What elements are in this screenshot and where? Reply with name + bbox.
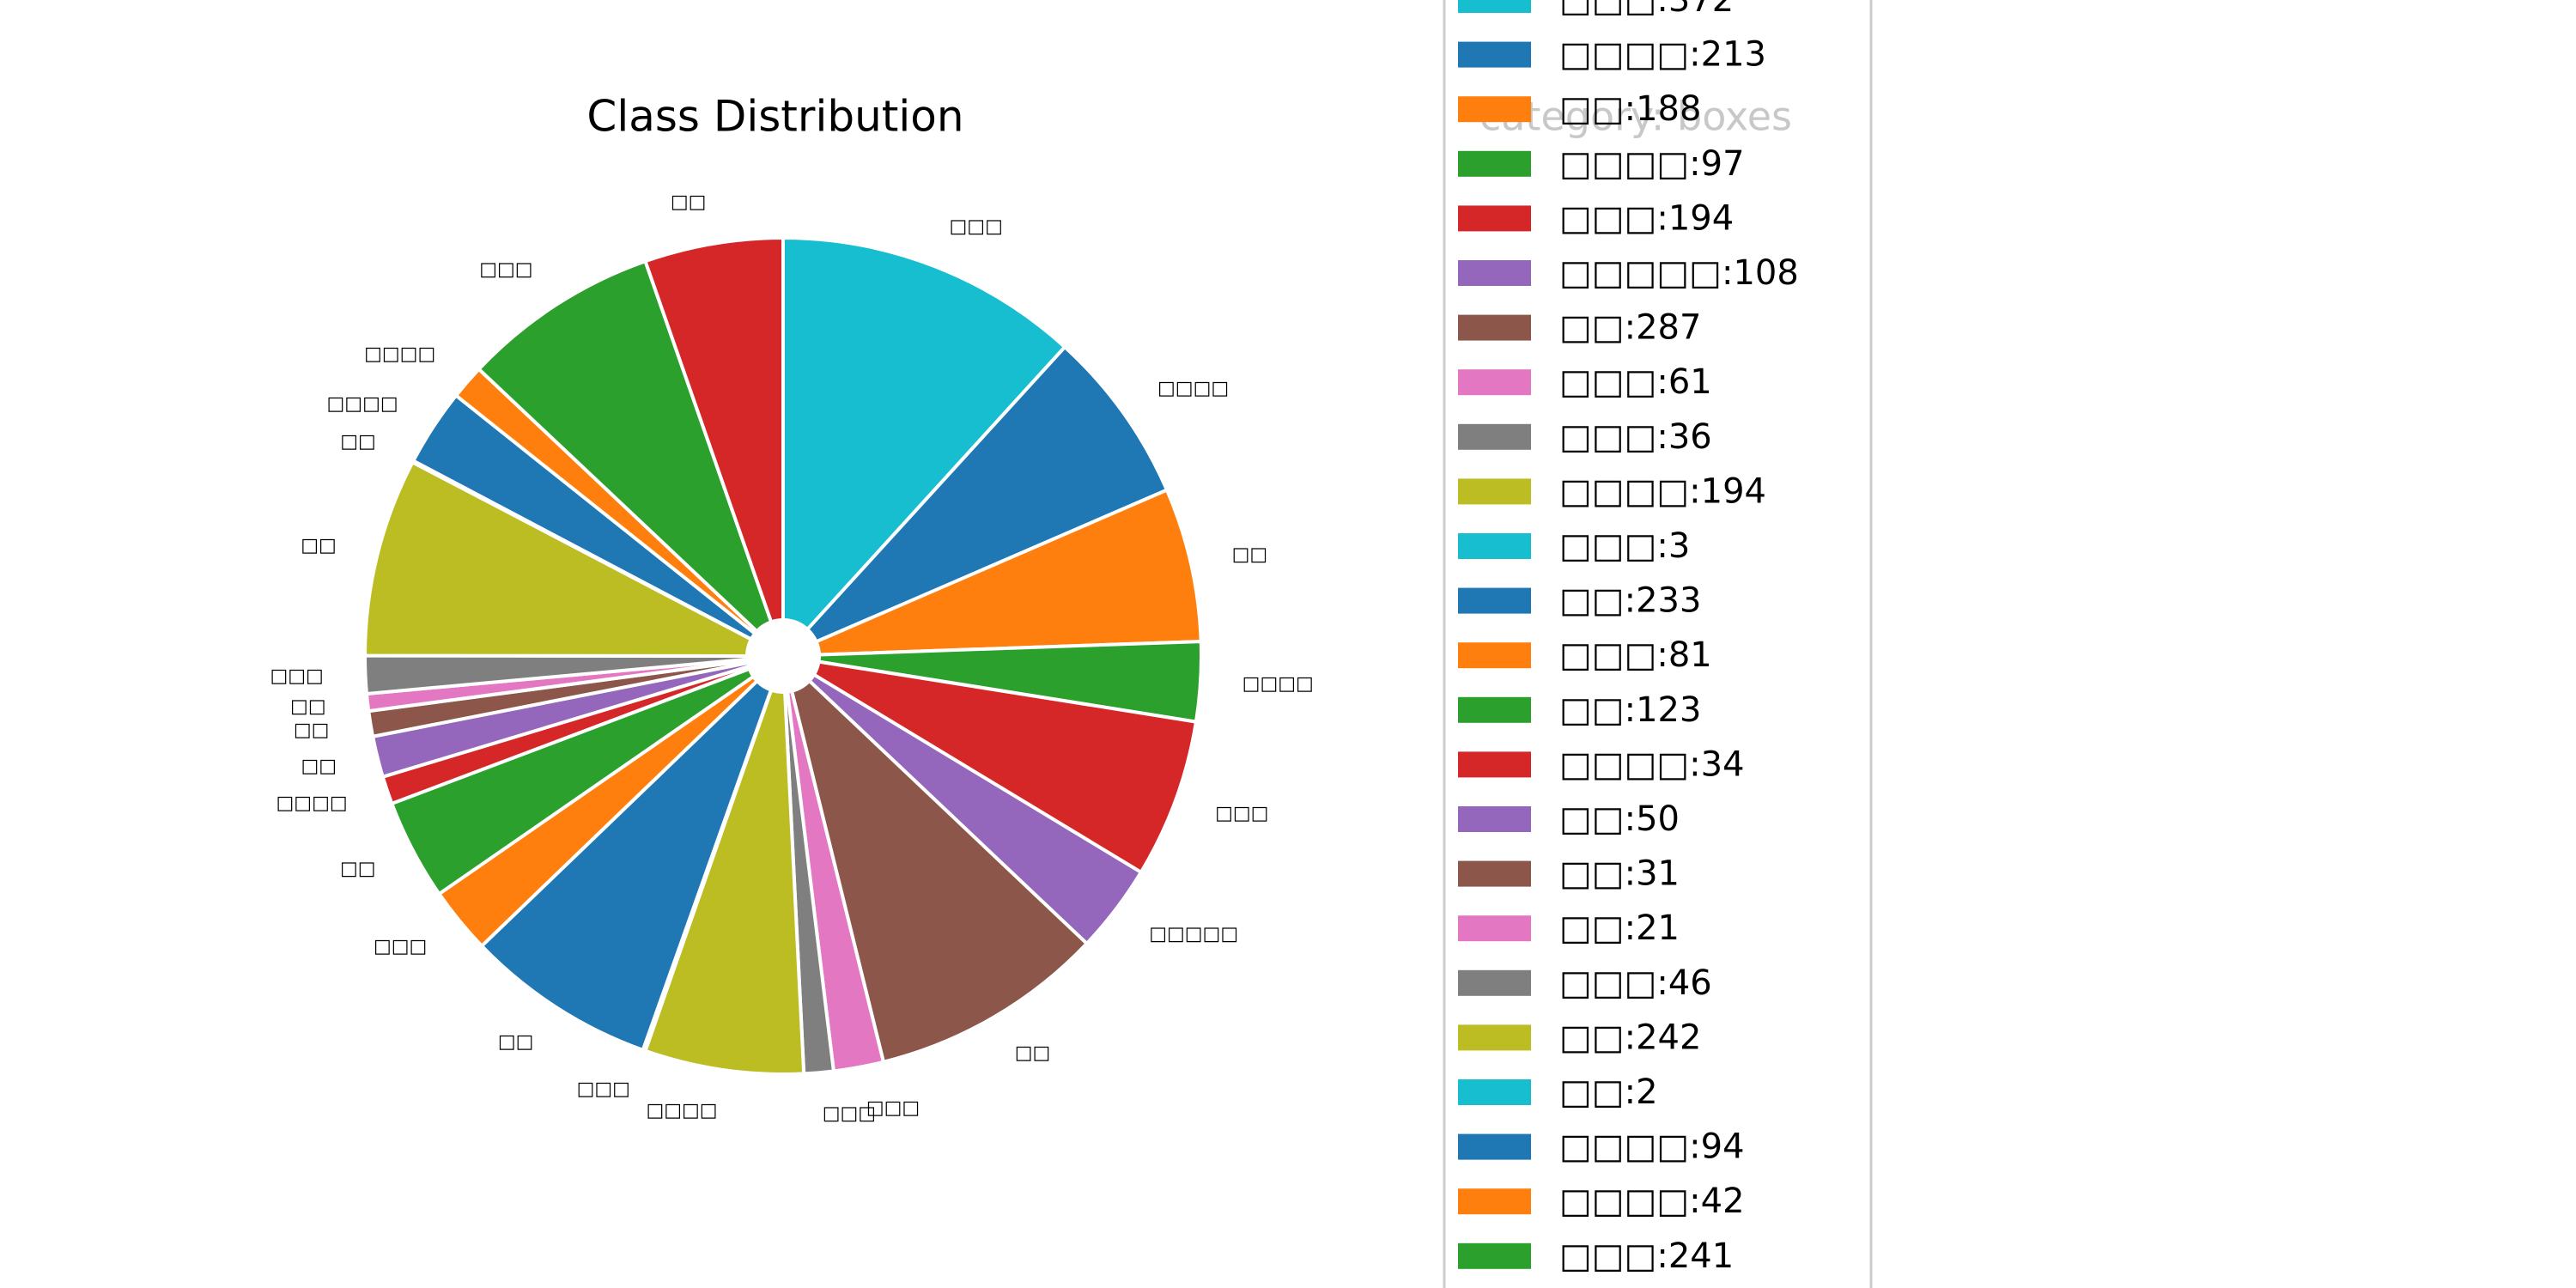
slice-label: □□□□	[646, 1100, 717, 1121]
legend-label: □□□:46	[1559, 963, 1712, 1003]
legend-label: □□:2	[1559, 1072, 1658, 1112]
legend-label: □□□:241	[1559, 1236, 1734, 1276]
legend-label: □□□□:42	[1559, 1182, 1745, 1221]
slice-label: □□□	[823, 1103, 876, 1125]
slice-label: □□	[340, 859, 376, 880]
pie-slice	[389, 666, 756, 896]
legend-swatch	[1458, 806, 1531, 832]
legend-swatch	[1458, 860, 1531, 887]
legend-swatch	[1458, 369, 1531, 396]
slice-label: □□	[294, 720, 330, 741]
pie-slice	[811, 659, 1199, 875]
legend-label: □□□□:213	[1559, 35, 1766, 75]
legend-swatch	[1458, 205, 1531, 232]
legend-label: □□□:194	[1559, 198, 1734, 238]
legend-label: □□:242	[1559, 1018, 1701, 1057]
legend-label: □□□:61	[1559, 362, 1712, 402]
legend-swatch	[1458, 478, 1531, 505]
legend-swatch	[1458, 1133, 1531, 1160]
slice-label: □□□□	[327, 393, 398, 415]
legend-swatch	[1458, 915, 1531, 942]
legend-label: □□□:36	[1559, 417, 1712, 457]
slice-label: □□□	[270, 665, 323, 687]
legend-label: □□:287	[1559, 308, 1701, 348]
legend-label: □□:233	[1559, 581, 1701, 621]
slice-label: □□□□	[1157, 378, 1229, 399]
pie-slice	[805, 344, 1170, 644]
legend-label: □□:123	[1559, 690, 1701, 730]
legend-label: □□□□:97	[1559, 144, 1745, 184]
slice-label: □□	[671, 191, 707, 213]
legend-swatch	[1458, 1188, 1531, 1215]
legend-label: □□:188	[1559, 89, 1701, 129]
legend-label: □□:50	[1559, 799, 1680, 839]
slice-label: □□□	[374, 936, 427, 957]
chart-title: Class Distribution	[586, 92, 963, 142]
slice-label: □□□	[950, 216, 1003, 237]
legend-swatch	[1458, 260, 1531, 286]
pie-slice	[642, 235, 785, 624]
slice-label: □□□□□	[1149, 924, 1238, 945]
legend-swatch	[1458, 751, 1531, 778]
legend-label: □□:31	[1559, 854, 1680, 894]
slice-label: □□□□	[276, 793, 348, 814]
slice-label: □□	[498, 1031, 534, 1053]
slice-label: □□	[290, 696, 326, 717]
pie-slice	[789, 678, 1090, 1065]
pie-slice	[476, 258, 774, 635]
legend-swatch	[1458, 1024, 1531, 1051]
pie-slice	[362, 459, 754, 658]
slice-label: □□□□	[1242, 673, 1314, 695]
slice-label: □□	[301, 535, 337, 556]
slice-label: □□	[340, 431, 376, 453]
slice-label: □□	[1015, 1042, 1051, 1064]
legend-swatch	[1458, 0, 1531, 13]
slice-label: □□□	[479, 259, 532, 281]
legend-label: □□□□:34	[1559, 744, 1745, 784]
legend-label: □□□:3	[1559, 526, 1690, 566]
pie-slice	[642, 688, 806, 1076]
legend-label: □□□:81	[1559, 635, 1712, 675]
legend-swatch	[1458, 1242, 1531, 1269]
legend-swatch	[1458, 423, 1531, 450]
legend-swatch	[1458, 150, 1531, 177]
legend-label: □□□:372	[1559, 0, 1734, 20]
legend-swatch	[1458, 41, 1531, 68]
legend-swatch	[1458, 642, 1531, 669]
legend-label: □□□□:94	[1559, 1127, 1745, 1167]
slice-label: □□□	[1215, 803, 1268, 824]
legend-swatch	[1458, 696, 1531, 723]
legend-swatch	[1458, 96, 1531, 123]
legend-swatch	[1458, 533, 1531, 559]
legend-swatch	[1458, 314, 1531, 341]
slice-label: □□□	[866, 1097, 920, 1119]
legend-label: □□:21	[1559, 908, 1680, 948]
pie-slice	[781, 235, 1067, 632]
slice-label: □□□	[577, 1078, 630, 1100]
legend-label: □□□□□:108	[1559, 253, 1799, 293]
legend-swatch	[1458, 1079, 1531, 1105]
legend-swatch	[1458, 587, 1531, 614]
legend-swatch	[1458, 969, 1531, 996]
legend-title: category: boxes	[1479, 94, 1792, 140]
legend-label: □□□□:194	[1559, 471, 1766, 511]
pie-slice	[813, 487, 1203, 657]
slice-label: □□	[1232, 544, 1268, 565]
pie-slice	[479, 678, 774, 1053]
slice-label: □□	[301, 756, 337, 777]
slice-label: □□□□	[364, 343, 435, 365]
